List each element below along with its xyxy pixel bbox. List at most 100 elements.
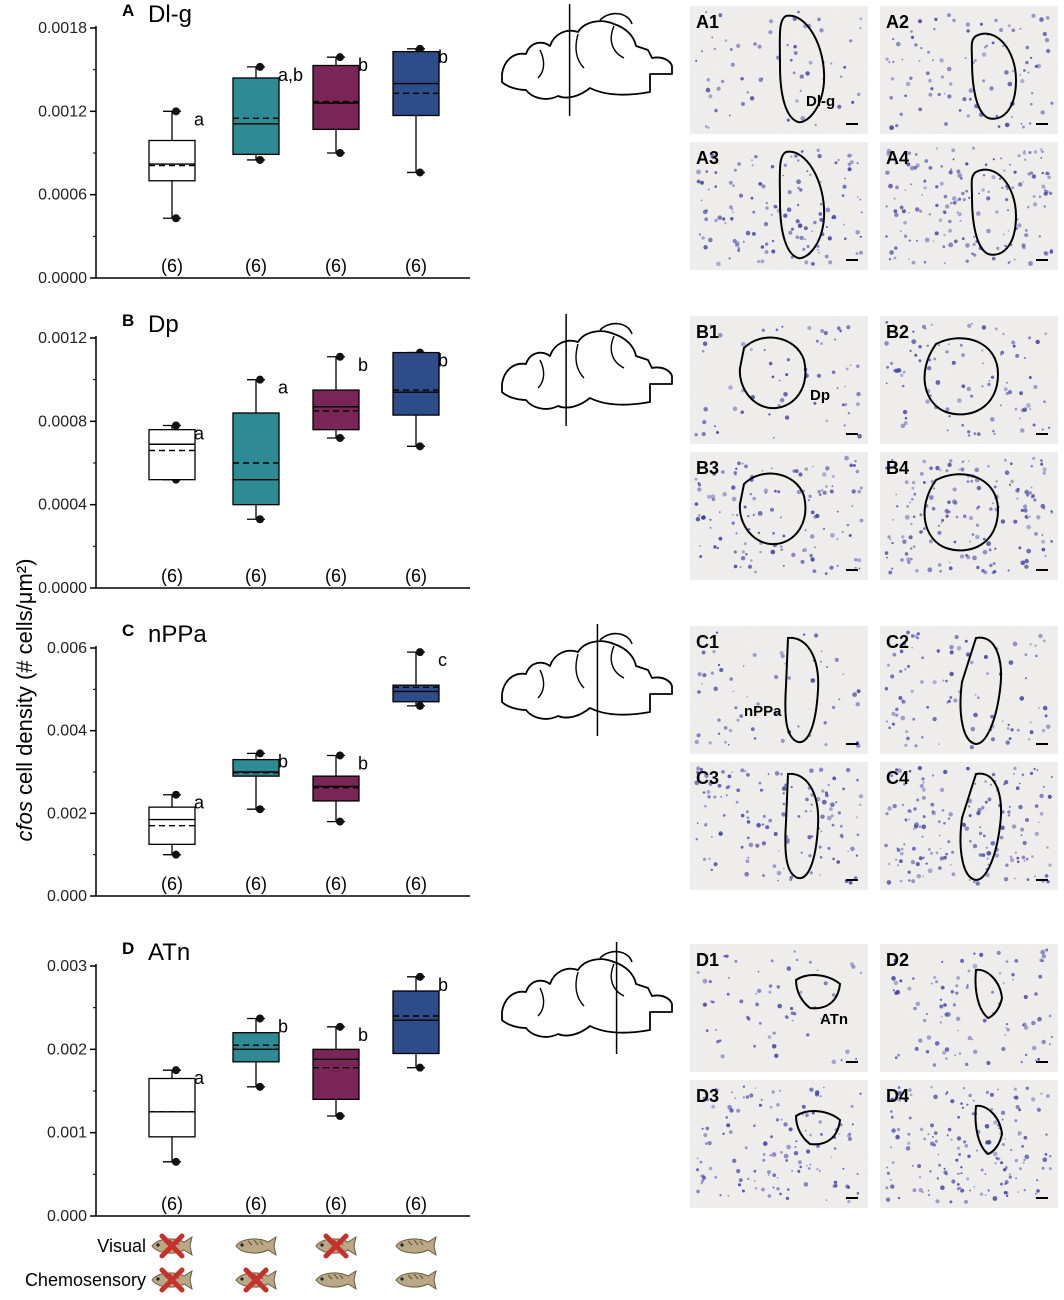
stain-dot bbox=[741, 462, 744, 465]
fish-stripes bbox=[327, 1273, 344, 1280]
significance-letter: a bbox=[194, 793, 205, 813]
stain-dot bbox=[819, 28, 824, 33]
stain-dot bbox=[1040, 1092, 1043, 1095]
stain-dot bbox=[972, 235, 976, 238]
stain-dot bbox=[923, 1137, 927, 1141]
stain-dot bbox=[931, 59, 934, 62]
stain-dot bbox=[935, 1199, 940, 1204]
stain-dot bbox=[885, 170, 890, 175]
stain-dot bbox=[1026, 878, 1030, 881]
stain-dot bbox=[1023, 1135, 1028, 1140]
stain-dot bbox=[925, 1012, 928, 1015]
stain-dot bbox=[768, 984, 773, 988]
stain-dot bbox=[933, 1131, 938, 1135]
box-group-3: b(6) bbox=[312, 352, 368, 586]
stain-dot bbox=[948, 170, 953, 175]
stain-dot bbox=[1047, 794, 1052, 799]
stain-dot bbox=[1001, 186, 1004, 190]
stain-dot bbox=[1024, 1154, 1030, 1160]
stain-dot bbox=[897, 1090, 903, 1096]
stain-dot bbox=[704, 822, 708, 827]
stain-dot bbox=[939, 847, 942, 850]
stain-dot bbox=[894, 162, 897, 165]
stain-dot bbox=[919, 783, 924, 789]
stain-dot bbox=[768, 818, 773, 823]
stain-dot bbox=[968, 516, 974, 521]
outlier-point-upper bbox=[336, 53, 344, 62]
stain-dot bbox=[885, 321, 888, 324]
stain-dot bbox=[774, 489, 777, 493]
stain-dot bbox=[804, 467, 808, 471]
stain-dot bbox=[712, 1000, 715, 1004]
stain-dot bbox=[729, 205, 733, 210]
micrograph-texture bbox=[880, 762, 1058, 890]
stain-dot bbox=[830, 533, 835, 538]
stain-dot bbox=[772, 1186, 775, 1189]
stain-dot bbox=[921, 656, 924, 660]
stain-dot bbox=[1013, 1096, 1016, 1099]
stain-dot bbox=[1039, 148, 1043, 151]
stain-dot bbox=[1028, 376, 1032, 379]
stain-dot bbox=[930, 87, 934, 91]
y-tick-label: 0.0018 bbox=[38, 20, 87, 37]
stain-dot bbox=[921, 787, 926, 792]
stain-dot bbox=[819, 856, 823, 859]
stain-dot bbox=[847, 412, 850, 415]
stain-dot bbox=[782, 792, 785, 795]
stain-dot bbox=[907, 664, 910, 668]
micrograph-a4: A4 bbox=[880, 142, 1058, 270]
stain-dot bbox=[906, 557, 911, 562]
stain-dot bbox=[1010, 1148, 1013, 1151]
stain-dot bbox=[891, 976, 896, 981]
stain-dot bbox=[917, 766, 923, 771]
stain-dot bbox=[1031, 1020, 1036, 1026]
stain-dot bbox=[1010, 462, 1013, 466]
stain-dot bbox=[951, 850, 955, 854]
stain-dot bbox=[912, 846, 916, 851]
stain-dot bbox=[940, 985, 945, 990]
stain-dot bbox=[893, 256, 897, 260]
stain-dot bbox=[758, 77, 763, 83]
micrograph-a2: A2 bbox=[880, 6, 1058, 134]
stain-dot bbox=[774, 711, 779, 716]
stain-dot bbox=[728, 114, 731, 117]
stain-dot bbox=[713, 795, 717, 799]
stain-dot bbox=[899, 230, 902, 233]
stain-dot bbox=[755, 1002, 760, 1007]
stain-dot bbox=[755, 843, 760, 848]
stain-dot bbox=[832, 776, 837, 781]
stain-dot bbox=[998, 177, 1002, 180]
stain-dot bbox=[1023, 1025, 1029, 1030]
stain-dot bbox=[981, 188, 985, 192]
stain-dot bbox=[909, 547, 913, 550]
stain-dot bbox=[936, 649, 940, 653]
stain-dot bbox=[783, 867, 785, 870]
stain-dot bbox=[960, 1172, 963, 1175]
stain-dot bbox=[795, 958, 799, 962]
brain-outline bbox=[501, 958, 673, 1038]
stain-dot bbox=[733, 550, 737, 554]
stain-dot bbox=[1003, 877, 1009, 882]
stain-dot bbox=[1028, 738, 1031, 741]
stain-dot bbox=[855, 252, 859, 255]
stain-dot bbox=[1038, 707, 1040, 709]
stain-dot bbox=[888, 570, 893, 575]
stain-dot bbox=[761, 823, 765, 826]
stain-dot bbox=[812, 465, 814, 468]
region-outline bbox=[784, 636, 820, 744]
stain-dot bbox=[948, 228, 952, 233]
stain-dot bbox=[696, 971, 700, 974]
stain-dot bbox=[839, 833, 844, 838]
stain-dot bbox=[799, 235, 804, 241]
outlier-point-lower bbox=[416, 1063, 424, 1072]
stain-dot bbox=[787, 676, 791, 680]
stain-dot bbox=[956, 1183, 960, 1186]
stain-dot bbox=[1016, 856, 1020, 860]
stain-dot bbox=[702, 791, 706, 794]
stain-dot bbox=[990, 375, 995, 379]
stain-dot bbox=[941, 809, 945, 812]
stain-dot bbox=[927, 868, 933, 874]
stain-dot bbox=[747, 1177, 750, 1181]
stain-dot bbox=[935, 980, 939, 984]
fish-body bbox=[395, 1269, 437, 1291]
